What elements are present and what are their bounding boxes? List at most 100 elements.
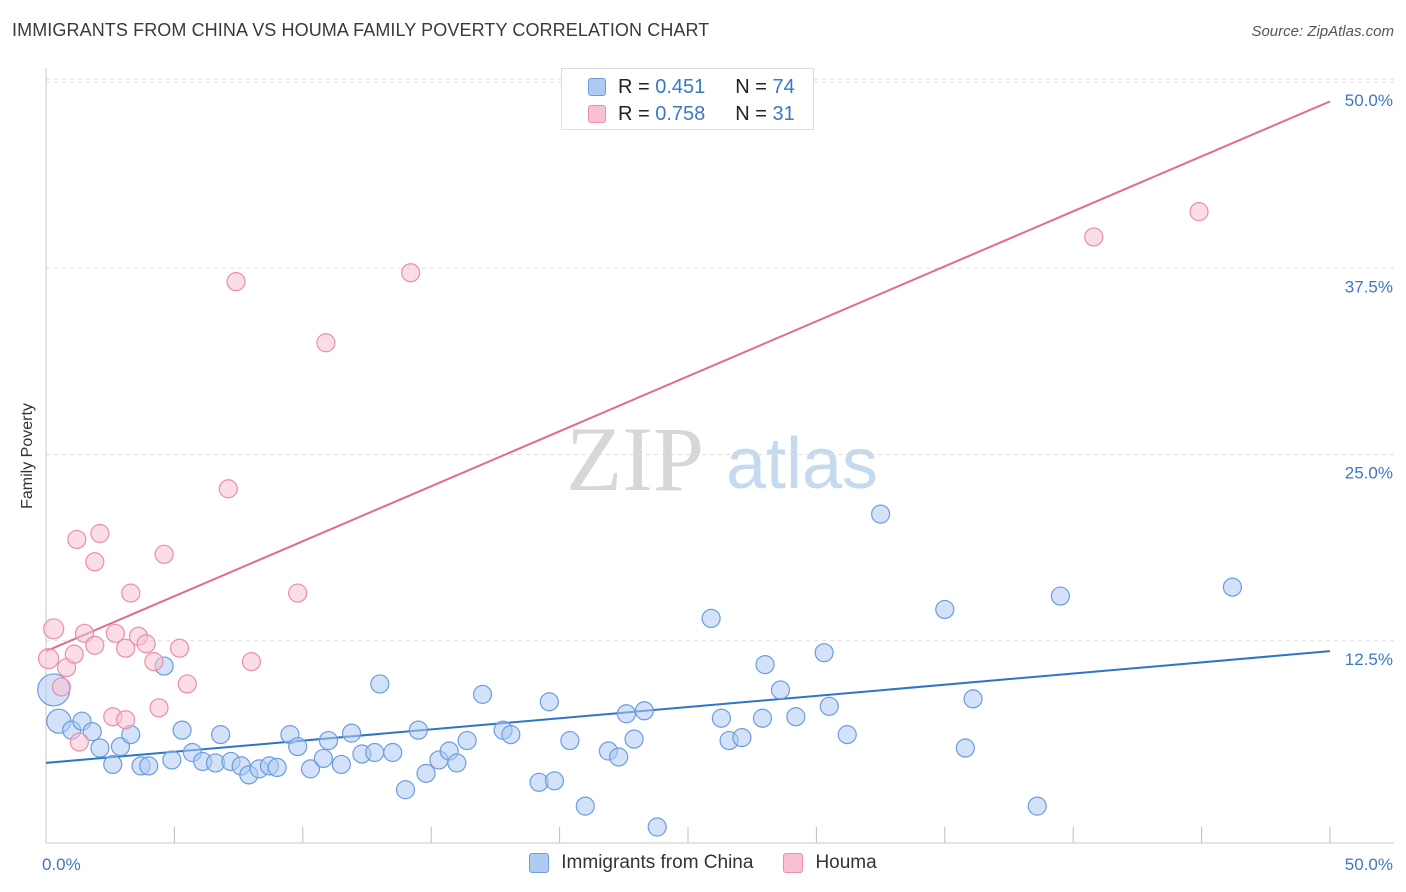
china-point — [300, 759, 321, 779]
china-point — [472, 684, 493, 704]
houma-point — [136, 634, 156, 654]
china-point — [786, 707, 806, 727]
r-value: 0.451 — [655, 75, 706, 98]
houma-point — [154, 544, 174, 564]
houma-point — [85, 635, 105, 655]
china-point — [609, 747, 629, 767]
china-point — [624, 729, 644, 749]
china-point — [82, 722, 102, 742]
china-point — [1027, 796, 1047, 816]
stats-legend-row-china: R = 0.451 N = 74 — [588, 75, 795, 99]
china-point — [770, 680, 791, 700]
houma-point — [218, 479, 238, 499]
watermark-zip: ZIP — [566, 408, 704, 510]
china-point — [955, 738, 975, 758]
x-tick-label: 0.0% — [42, 855, 81, 874]
china-point — [139, 756, 159, 776]
chart-title: IMMIGRANTS FROM CHINA VS HOUMA FAMILY PO… — [12, 20, 710, 40]
y-tick-label: 37.5% — [1345, 277, 1393, 296]
houma-point — [401, 263, 421, 283]
legend-item-china: Immigrants from China — [529, 852, 753, 874]
houma-point — [177, 674, 197, 694]
houma-point — [105, 623, 125, 643]
china-point — [711, 708, 731, 728]
china-point — [383, 742, 403, 763]
houma-legend-swatch — [783, 853, 804, 873]
china-point — [575, 796, 595, 816]
china-point — [814, 643, 834, 663]
houma-point — [67, 529, 87, 550]
china-point — [752, 708, 773, 728]
houma-point — [169, 638, 190, 658]
china-point — [331, 754, 351, 775]
y-tick-label: 50.0% — [1345, 91, 1393, 110]
china-legend-swatch — [529, 853, 550, 873]
china-point — [732, 727, 752, 748]
china-point — [267, 757, 287, 778]
china-point — [837, 725, 857, 745]
houma-point — [85, 552, 105, 572]
china-point — [616, 704, 636, 724]
houma-point — [116, 710, 136, 730]
y-tick-label: 12.5% — [1345, 650, 1393, 669]
legend-item-houma: Houma — [783, 852, 877, 874]
n-label: N = — [735, 102, 767, 125]
china-point — [172, 720, 192, 740]
china-point — [313, 748, 333, 769]
china-point — [408, 720, 428, 740]
china-point — [365, 742, 385, 763]
stats-legend-row-houma: R = 0.758 N = 31 — [588, 102, 795, 126]
houma-point — [144, 652, 164, 672]
legend-label-china: Immigrants from China — [561, 852, 754, 873]
china-point — [395, 780, 416, 800]
china-point — [647, 817, 667, 837]
china-point — [539, 692, 559, 712]
series-legend: Immigrants from China Houma — [0, 852, 1406, 874]
china-point — [560, 730, 580, 751]
china-point — [103, 754, 123, 775]
r-value: 0.758 — [655, 102, 706, 125]
houma-point — [90, 523, 110, 544]
china-point — [447, 753, 467, 773]
china-point — [963, 689, 983, 709]
china-swatch — [588, 78, 606, 96]
houma-point — [288, 583, 308, 603]
china-point — [755, 654, 775, 675]
n-value: 31 — [772, 102, 795, 125]
houma-point — [121, 583, 141, 603]
watermark: ZIP atlas — [566, 408, 878, 510]
china-point — [544, 771, 565, 791]
houma-point — [69, 732, 89, 752]
houma-point — [316, 333, 336, 353]
n-value: 74 — [772, 75, 795, 98]
houma-point — [149, 698, 169, 718]
houma-trend-line — [45, 100, 1331, 653]
china-point — [288, 736, 308, 757]
china-point — [701, 608, 721, 629]
houma-point — [51, 677, 72, 697]
china-point — [935, 599, 955, 620]
houma-point — [37, 648, 60, 670]
watermark-atlas: atlas — [726, 424, 878, 504]
china-point — [1222, 577, 1243, 597]
houma-point — [241, 652, 262, 672]
china-point — [634, 701, 654, 721]
houma-point — [226, 272, 246, 292]
china-point — [416, 763, 436, 783]
china-point — [90, 738, 110, 758]
houma-point — [116, 638, 136, 658]
stats-legend: R = 0.451 N = 74 R = 0.758 N = 31 — [561, 68, 814, 130]
china-point — [318, 730, 339, 751]
x-tick-label: 50.0% — [1345, 855, 1393, 874]
r-label: R = — [618, 75, 650, 98]
china-point — [162, 750, 182, 770]
china-point — [370, 674, 390, 694]
houma-point — [43, 618, 65, 640]
china-point — [501, 725, 521, 745]
china-point — [1050, 586, 1070, 606]
houma-point — [1084, 227, 1104, 247]
china-trend-line — [45, 650, 1331, 764]
china-point — [457, 730, 477, 751]
china-point — [341, 723, 362, 743]
